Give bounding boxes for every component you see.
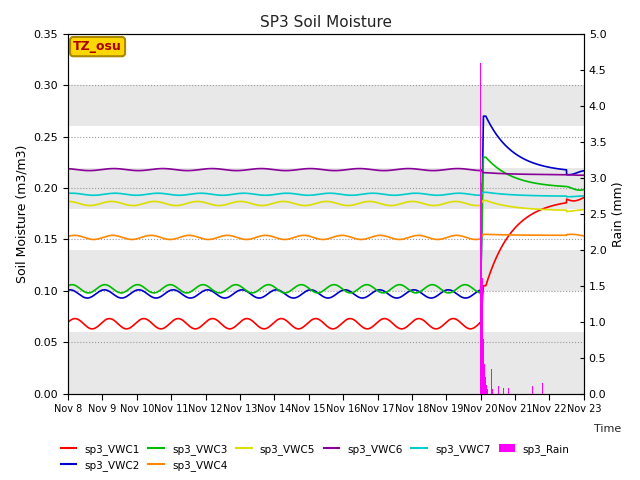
Legend: sp3_VWC1, sp3_VWC2, sp3_VWC3, sp3_VWC4, sp3_VWC5, sp3_VWC6, sp3_VWC7, sp3_Rain: sp3_VWC1, sp3_VWC2, sp3_VWC3, sp3_VWC4, … [56, 439, 574, 475]
Text: Time: Time [594, 424, 621, 434]
Y-axis label: Soil Moisture (m3/m3): Soil Moisture (m3/m3) [15, 144, 28, 283]
Text: TZ_osu: TZ_osu [73, 40, 122, 53]
Bar [68, 168, 584, 209]
Title: SP3 Soil Moisture: SP3 Soil Moisture [260, 15, 392, 30]
Bar [68, 85, 584, 126]
Bar [68, 250, 584, 291]
Y-axis label: Rain (mm): Rain (mm) [612, 181, 625, 247]
Bar [68, 332, 584, 394]
